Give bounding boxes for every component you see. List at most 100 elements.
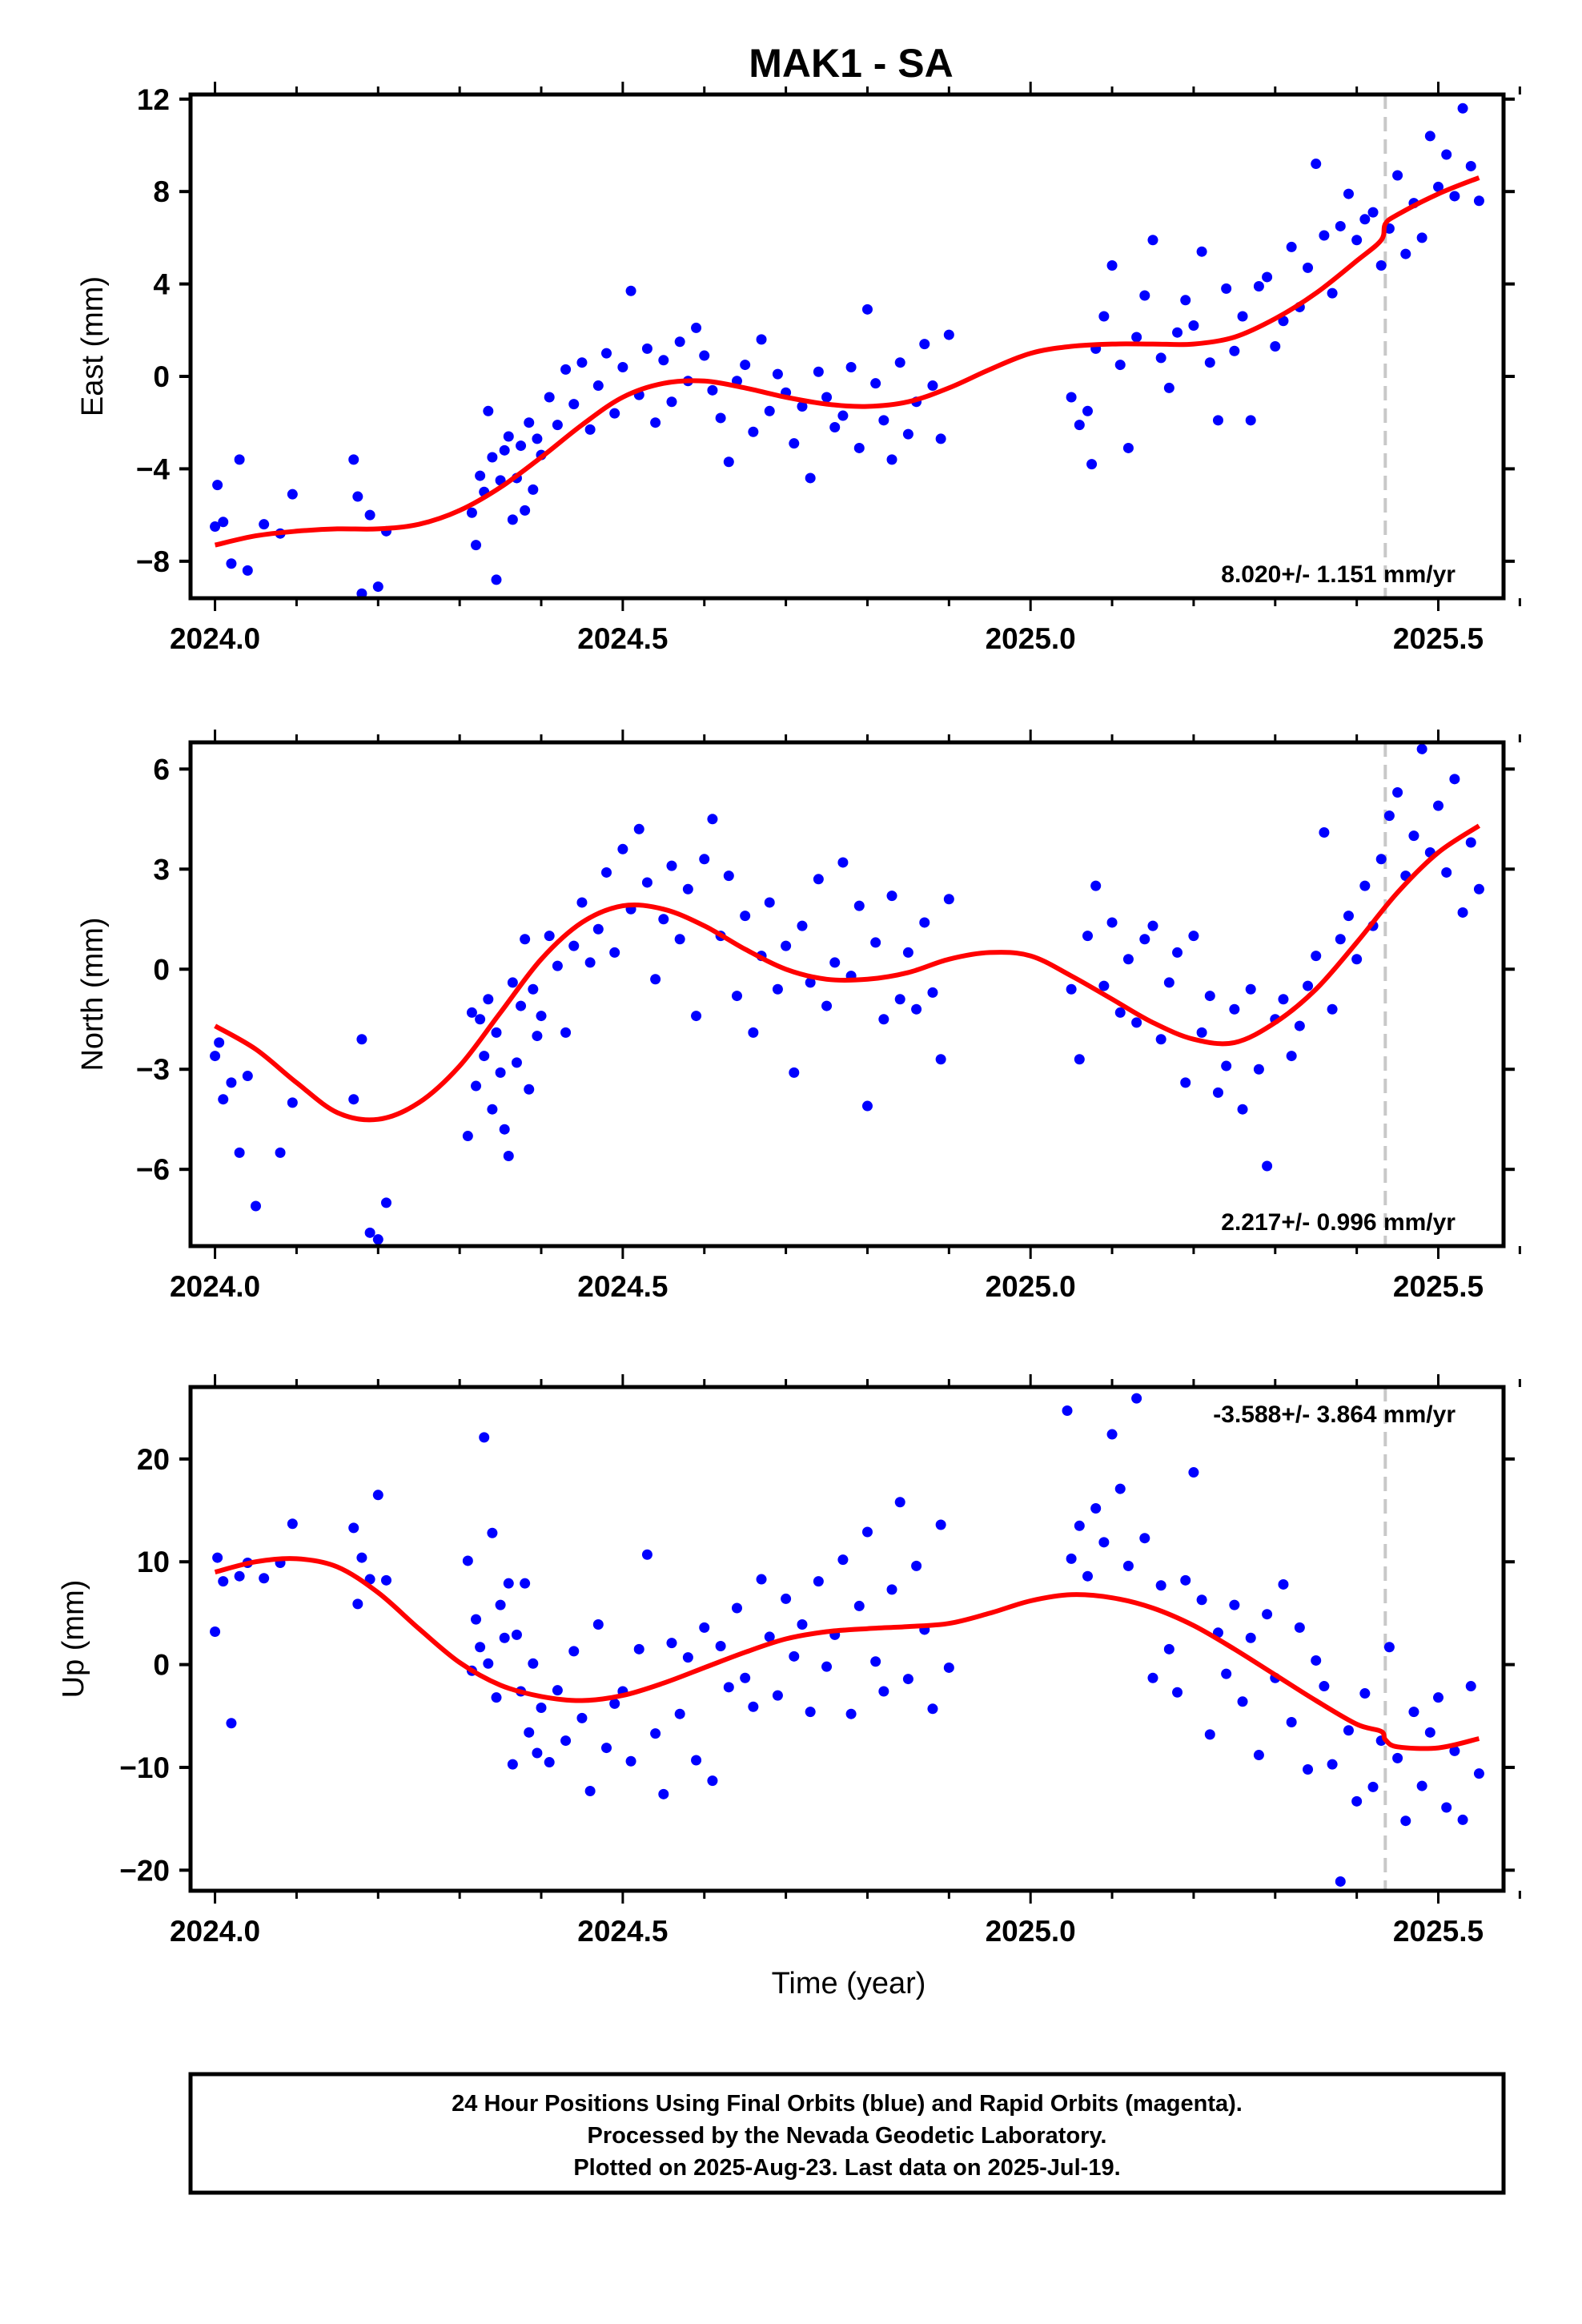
up-data-point xyxy=(234,1570,245,1582)
up-data-point xyxy=(805,1707,816,1718)
east-data-point xyxy=(789,438,800,449)
north-data-point xyxy=(902,947,913,958)
north-data-point xyxy=(210,1051,221,1062)
footer-line-2: Processed by the Nevada Geodetic Laborat… xyxy=(588,2123,1107,2149)
up-xtick-label: 2024.0 xyxy=(170,1915,260,1948)
east-data-point xyxy=(813,366,824,377)
north-data-point xyxy=(356,1034,367,1045)
north-data-point xyxy=(218,1094,229,1105)
north-data-point xyxy=(1131,1017,1142,1028)
up-data-point xyxy=(1237,1696,1248,1707)
east-data-point xyxy=(552,420,563,431)
north-data-point xyxy=(1457,907,1468,918)
north-data-point xyxy=(275,1147,286,1158)
up-panel: −20 −10 0 10 20 2024.0 2024.5 2025.0 2025.5 Up (m… xyxy=(57,1374,1521,2000)
east-data-point xyxy=(1139,290,1150,301)
north-data-point xyxy=(829,957,841,968)
up-data-point xyxy=(740,1672,751,1683)
east-data-point xyxy=(1163,382,1174,393)
east-data-point xyxy=(1066,392,1077,403)
up-data-point xyxy=(699,1622,710,1633)
east-data-point xyxy=(499,444,510,456)
up-data-point xyxy=(475,1642,486,1653)
east-data-point xyxy=(568,399,580,410)
north-data-point xyxy=(1237,1104,1248,1115)
north-data-point xyxy=(511,1057,522,1068)
east-data-point xyxy=(1106,260,1118,271)
up-data-point xyxy=(1221,1668,1232,1679)
north-data-point xyxy=(287,1097,298,1108)
north-data-point xyxy=(576,897,588,908)
east-data-point xyxy=(650,417,661,428)
up-data-point xyxy=(633,1643,644,1655)
north-data-point xyxy=(723,870,734,882)
east-data-point xyxy=(715,412,726,424)
up-data-point xyxy=(380,1574,391,1586)
up-data-point xyxy=(789,1651,800,1662)
east-data-point xyxy=(691,322,702,333)
north-data-point xyxy=(1311,951,1322,962)
up-data-point xyxy=(886,1584,897,1595)
east-data-point xyxy=(372,581,383,593)
east-data-point xyxy=(927,380,938,392)
up-data-point xyxy=(1098,1537,1110,1548)
up-data-point xyxy=(797,1619,808,1630)
north-data-point xyxy=(479,1051,490,1062)
east-data-point xyxy=(886,454,897,465)
east-data-point xyxy=(1262,271,1273,283)
north-data-point xyxy=(487,1104,498,1115)
up-data-point xyxy=(943,1662,954,1673)
east-data-point xyxy=(1237,311,1248,322)
north-data-point xyxy=(214,1037,225,1048)
up-ylabel: Up (mm) xyxy=(57,1580,90,1699)
east-xtick-label: 2025.0 xyxy=(986,622,1076,655)
up-data-point xyxy=(861,1526,873,1538)
north-ytick-label: 3 xyxy=(153,853,170,886)
east-data-point xyxy=(1196,246,1207,257)
up-ytick-label: −20 xyxy=(119,1854,170,1887)
north-data-point xyxy=(226,1077,237,1088)
east-data-point xyxy=(1424,131,1435,142)
east-data-point xyxy=(1155,352,1166,364)
east-data-point xyxy=(1416,232,1427,243)
north-data-point xyxy=(364,1227,375,1238)
footer-line-1: 24 Hour Positions Using Final Orbits (bl… xyxy=(452,2091,1243,2117)
up-data-point xyxy=(1262,1609,1273,1620)
east-data-point xyxy=(528,484,539,495)
up-data-point xyxy=(1473,1768,1484,1779)
up-data-point xyxy=(1416,1780,1427,1791)
north-data-point xyxy=(462,1131,473,1142)
north-data-point xyxy=(1147,920,1158,931)
east-data-point xyxy=(226,558,237,569)
up-data-point xyxy=(1465,1681,1476,1692)
up-data-point xyxy=(748,1701,759,1712)
east-data-point xyxy=(1400,248,1411,259)
east-points xyxy=(210,103,1484,598)
north-data-point xyxy=(1408,830,1419,842)
north-data-point xyxy=(483,994,494,1005)
east-data-point xyxy=(475,470,486,481)
east-data-point xyxy=(259,519,270,530)
up-data-point xyxy=(560,1735,572,1747)
north-fit-curve xyxy=(214,823,1481,1123)
up-data-point xyxy=(348,1522,359,1534)
north-data-point xyxy=(495,1067,506,1078)
north-data-point xyxy=(532,1031,543,1042)
north-data-point xyxy=(242,1071,253,1082)
up-data-point xyxy=(568,1646,580,1657)
east-data-point xyxy=(544,392,555,403)
up-data-point xyxy=(674,1708,685,1719)
north-data-point xyxy=(764,897,775,908)
up-data-point xyxy=(772,1690,783,1701)
north-data-point xyxy=(1253,1063,1264,1075)
east-xtick-label: 2024.0 xyxy=(170,622,260,655)
up-data-point xyxy=(1114,1483,1126,1494)
north-data-point xyxy=(499,1124,510,1135)
up-data-point xyxy=(352,1598,363,1610)
east-data-point xyxy=(1172,327,1183,338)
up-data-point xyxy=(813,1576,824,1587)
up-data-point xyxy=(658,1788,669,1799)
up-data-point xyxy=(1196,1594,1207,1606)
east-panel: −8 −4 0 4 8 12 2024.0 2024.5 2025.0 2025.5 East (m… xyxy=(76,82,1521,655)
up-data-point xyxy=(927,1703,938,1715)
